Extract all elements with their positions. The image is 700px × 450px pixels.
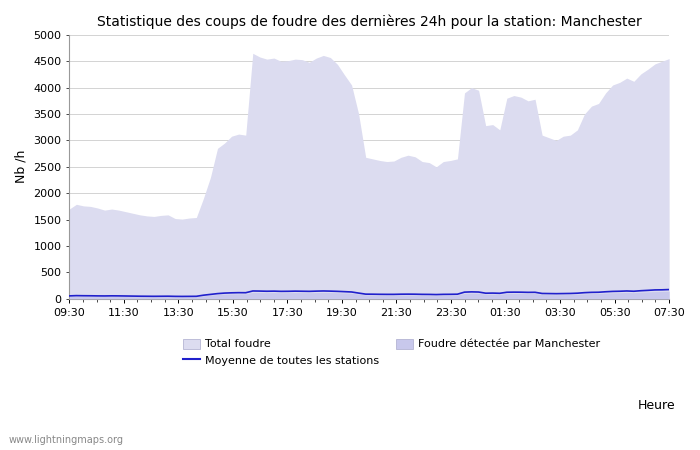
Title: Statistique des coups de foudre des dernières 24h pour la station: Manchester: Statistique des coups de foudre des dern… bbox=[97, 15, 642, 30]
Text: Heure: Heure bbox=[638, 399, 676, 412]
Y-axis label: Nb /h: Nb /h bbox=[15, 150, 28, 184]
Text: www.lightningmaps.org: www.lightningmaps.org bbox=[8, 435, 123, 445]
Legend: Total foudre, Moyenne de toutes les stations, Foudre détectée par Manchester: Total foudre, Moyenne de toutes les stat… bbox=[183, 339, 600, 366]
